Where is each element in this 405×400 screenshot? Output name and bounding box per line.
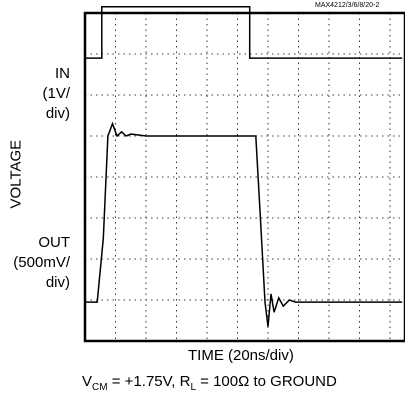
rl-value: = 100Ω to GROUND <box>196 373 337 390</box>
in-label-line-3: div) <box>45 105 70 122</box>
out-series-label: OUT (500mV/ div) <box>0 233 70 293</box>
out-trace <box>85 121 403 327</box>
rl-subscript: L <box>190 382 196 393</box>
plot-frame <box>83 11 405 343</box>
vcm-symbol: V <box>82 373 93 390</box>
out-label-line-1: OUT <box>38 234 70 251</box>
in-label-line-2: (1V/ <box>42 85 70 102</box>
out-label-line-2: (500mV/ <box>13 254 70 271</box>
out-label-line-3: div) <box>45 274 70 291</box>
x-axis-label: TIME (20ns/div) <box>188 347 294 364</box>
oscilloscope-plot <box>83 6 405 343</box>
in-trace <box>85 6 403 59</box>
part-code-label: MAX4212/3/6/8/20-2 <box>315 2 380 9</box>
in-series-label: IN (1V/ div) <box>20 64 70 124</box>
in-label-line-1: IN <box>55 65 70 82</box>
test-conditions-caption: VCM = +1.75V, RL = 100Ω to GROUND <box>82 373 337 393</box>
graticule-grid <box>85 13 405 341</box>
vcm-subscript: CM <box>92 382 108 393</box>
vcm-value: = +1.75V, R <box>107 373 191 390</box>
